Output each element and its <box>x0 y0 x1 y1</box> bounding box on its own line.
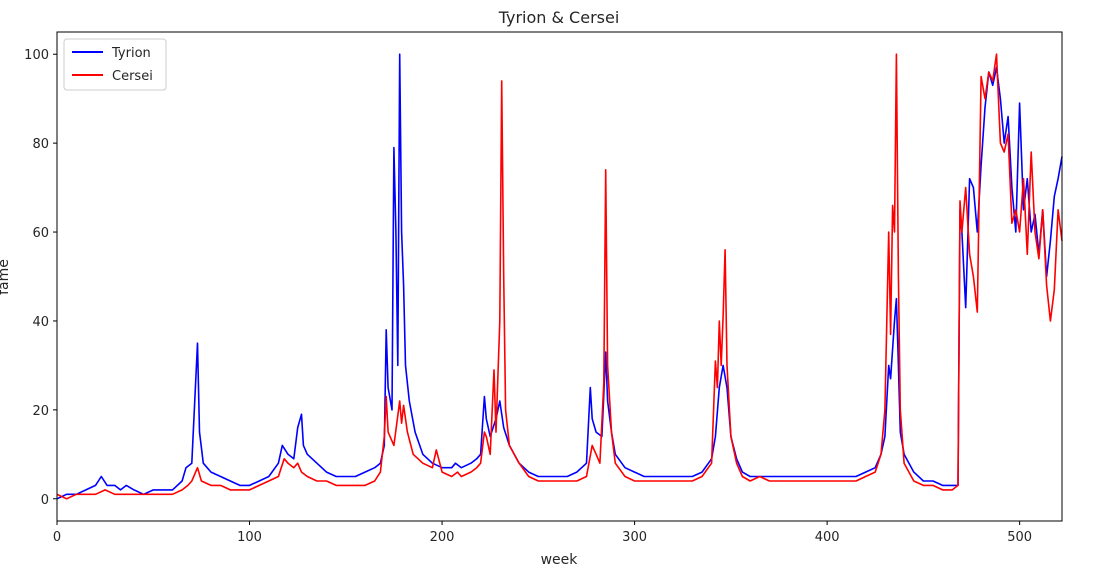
plot-frame <box>56 31 1063 522</box>
y-axis: 0 20 40 60 80 100 <box>24 48 57 508</box>
legend: Tyrion Cersei <box>63 38 167 91</box>
legend-label-tyrion: Tyrion <box>111 46 151 61</box>
x-tick-label: 0 <box>53 530 61 545</box>
y-tick-label: 60 <box>32 226 49 241</box>
series-line-tyrion <box>56 53 1063 500</box>
x-tick-label: 500 <box>1007 530 1032 545</box>
y-tick-label: 40 <box>32 315 49 330</box>
x-axis: 0 100 200 300 400 500 <box>53 521 1032 545</box>
y-tick-label: 100 <box>24 48 49 63</box>
y-tick-label: 80 <box>32 137 49 152</box>
series-line-cersei <box>56 53 1063 500</box>
x-tick-label: 200 <box>430 530 455 545</box>
x-axis-label: week <box>541 552 579 568</box>
x-tick-label: 300 <box>622 530 647 545</box>
series-layer <box>56 53 1063 500</box>
y-tick-label: 20 <box>32 404 49 419</box>
x-tick-label: 400 <box>815 530 840 545</box>
x-tick-label: 100 <box>237 530 262 545</box>
chart-title: Tyrion & Cersei <box>498 8 620 27</box>
y-axis-label: fame <box>0 259 12 295</box>
y-tick-label: 0 <box>41 493 49 508</box>
legend-label-cersei: Cersei <box>112 69 153 84</box>
